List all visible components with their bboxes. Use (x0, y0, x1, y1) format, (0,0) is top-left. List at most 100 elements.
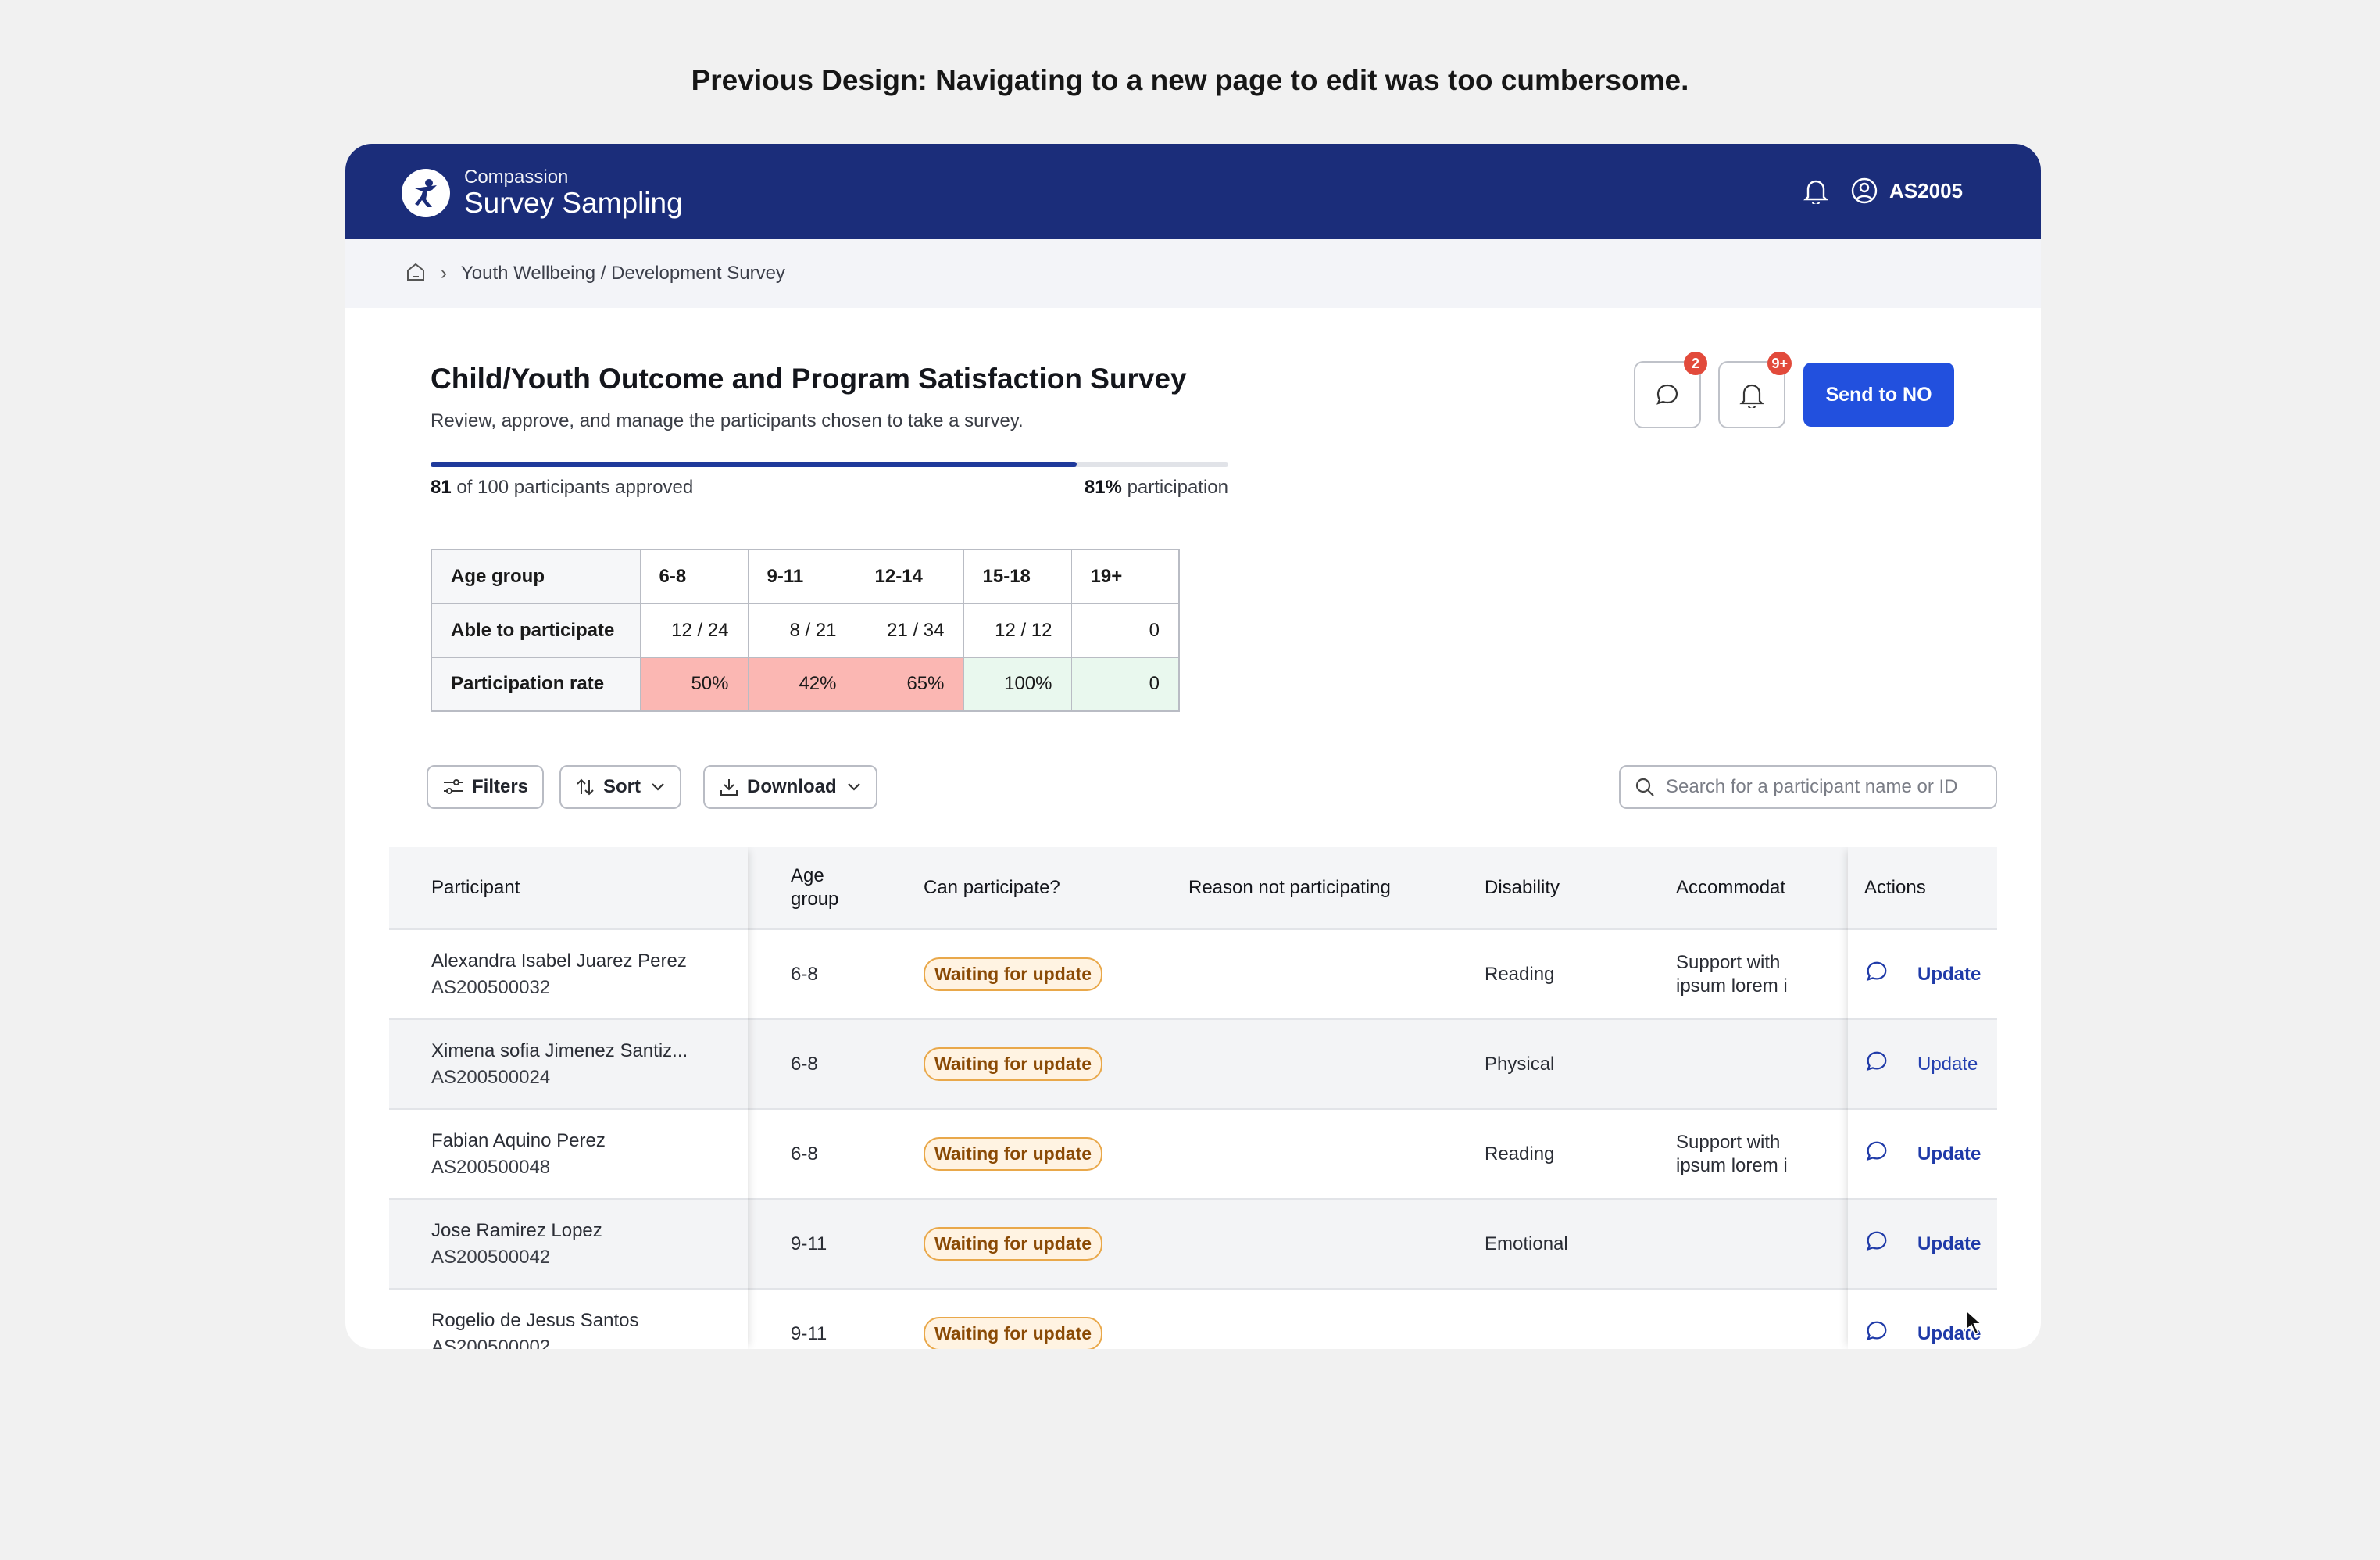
update-button[interactable]: Update (1917, 1053, 1978, 1075)
participant-id: AS200500042 (431, 1246, 551, 1268)
participant-cell[interactable]: Alexandra Isabel Juarez Perez AS200500032 (431, 930, 744, 1018)
search-input[interactable]: Search for a participant name or ID (1619, 765, 1997, 809)
table-row[interactable]: Ximena sofia Jimenez Santiz... AS20050002… (389, 1020, 1997, 1110)
download-button[interactable]: Download (703, 765, 877, 809)
brand[interactable]: Compassion Survey Sampling (402, 167, 683, 219)
chat-icon[interactable] (1864, 1139, 1889, 1169)
slide-caption: Previous Design: Navigating to a new pag… (691, 64, 1689, 96)
chat-icon[interactable] (1864, 1049, 1889, 1079)
filters-button[interactable]: Filters (427, 765, 545, 809)
home-icon[interactable] (405, 261, 427, 287)
user-icon[interactable] (1849, 175, 1880, 206)
chat-icon[interactable] (1864, 1229, 1889, 1259)
can-participate-cell: Waiting for update (924, 930, 1103, 1018)
chevron-down-icon (847, 783, 860, 791)
sort-button[interactable]: Sort (559, 765, 681, 809)
participant-name: Alexandra Isabel Juarez Perez (431, 950, 687, 971)
search-icon (1635, 778, 1654, 796)
approval-progress-bar (431, 462, 1228, 467)
chevron-down-icon (652, 783, 664, 791)
download-icon (720, 779, 738, 796)
participant-id: AS200500024 (431, 1066, 551, 1088)
can-participate-cell: Waiting for update (924, 1020, 1103, 1108)
participant-name: Ximena sofia Jimenez Santiz... (431, 1039, 688, 1061)
participant-cell[interactable]: Jose Ramirez Lopez AS200500042 (431, 1200, 744, 1288)
update-button[interactable]: Update (1917, 1143, 1982, 1165)
accommodation-cell: Support with ipsum lorem i (1676, 951, 1788, 996)
breadcrumb-current[interactable]: Youth Wellbeing / Development Survey (461, 263, 785, 284)
breadcrumb: › Youth Wellbeing / Development Survey (345, 239, 2041, 308)
actions-cell: Update (1864, 1020, 1978, 1108)
cursor-icon (1964, 1308, 1985, 1340)
participant-cell[interactable]: Rogelio de Jesus Santos AS200500002 (431, 1290, 744, 1350)
disability-cell: Reading (1485, 963, 1555, 985)
update-button[interactable]: Update (1917, 1233, 1982, 1254)
col-age-group[interactable]: Age group (791, 865, 839, 910)
download-label: Download (747, 776, 837, 797)
bell-icon (1739, 384, 1764, 408)
col-participant[interactable]: Participant (431, 877, 520, 898)
participant-cell[interactable]: Ximena sofia Jimenez Santiz... AS20050002… (431, 1020, 744, 1108)
participant-id: AS200500048 (431, 1156, 551, 1178)
page-subtitle: Review, approve, and manage the particip… (431, 410, 1024, 431)
breadcrumb-separator: › (441, 263, 447, 284)
participant-name: Jose Ramirez Lopez (431, 1219, 602, 1241)
summary-row-header: Age group (431, 549, 641, 604)
brand-product: Survey Sampling (464, 187, 683, 219)
col-accommodation[interactable]: Accommodat (1676, 877, 1786, 898)
disability-cell: Reading (1485, 1143, 1555, 1165)
summary-cell: 65% (855, 657, 964, 712)
summary-col-header: 19+ (1070, 549, 1180, 604)
search-placeholder: Search for a participant name or ID (1666, 776, 1958, 797)
participant-id: AS200500032 (431, 976, 551, 998)
age-group-summary-table: Age group 6-8 9-11 12-14 15-18 19+ Able … (431, 549, 1180, 712)
summary-col-header: 15-18 (963, 549, 1072, 604)
summary-cell: 0 (1070, 603, 1180, 658)
summary-col-header: 9-11 (747, 549, 856, 604)
status-badge: Waiting for update (924, 1137, 1103, 1171)
table-row[interactable]: Fabian Aquino Perez AS200500048 6-8 Waiting… (389, 1110, 1997, 1200)
bell-icon[interactable] (1800, 175, 1831, 206)
summary-header-row: Age group 6-8 9-11 12-14 15-18 19+ (431, 549, 1180, 604)
user-id[interactable]: AS2005 (1889, 178, 1963, 202)
col-actions: Actions (1864, 877, 1926, 898)
logo-icon (402, 169, 450, 217)
col-reason[interactable]: Reason not participating (1188, 877, 1391, 898)
accommodation-cell (1676, 1290, 1793, 1349)
summary-cell: 42% (747, 657, 856, 712)
actions-cell: Update (1864, 1200, 1981, 1288)
table-header-row: Participant Age group Can participate? R… (389, 847, 1997, 930)
send-to-no-button[interactable]: Send to NO (1803, 363, 1954, 427)
brand-org: Compassion (464, 166, 569, 188)
can-participate-cell: Waiting for update (924, 1200, 1103, 1288)
app-header: Compassion Survey Sampling AS2005 (345, 144, 2041, 239)
table-row[interactable]: Rogelio de Jesus Santos AS200500002 9-11 Wa… (389, 1290, 1997, 1349)
table-row[interactable]: Alexandra Isabel Juarez Perez AS200500032… (389, 930, 1997, 1020)
col-can-participate[interactable]: Can participate? (924, 877, 1060, 898)
table-row[interactable]: Jose Ramirez Lopez AS200500042 9-11 Waiting… (389, 1200, 1997, 1290)
can-participate-cell: Waiting for update (924, 1290, 1103, 1349)
col-disability[interactable]: Disability (1485, 877, 1560, 898)
update-button[interactable]: Update (1917, 963, 1982, 985)
age-cell: 6-8 (791, 1053, 818, 1075)
status-badge: Waiting for update (924, 957, 1103, 991)
summary-cell: 8 / 21 (747, 603, 856, 658)
comments-button[interactable]: 2 (1634, 352, 1707, 428)
filters-icon (444, 779, 463, 794)
disability-cell: Physical (1485, 1053, 1555, 1075)
app-window: Compassion Survey Sampling AS2005 (345, 144, 2041, 1349)
summary-cell: 100% (963, 657, 1072, 712)
status-badge: Waiting for update (924, 1317, 1103, 1349)
summary-cell: 0 (1070, 657, 1180, 712)
participant-name: Rogelio de Jesus Santos (431, 1309, 639, 1331)
age-cell: 9-11 (791, 1322, 827, 1344)
actions-cell: Update (1864, 1290, 1981, 1349)
approved-count: 81 of 100 participants approved (431, 477, 694, 498)
chat-icon[interactable] (1864, 959, 1889, 989)
summary-cell: 12 / 12 (963, 603, 1072, 658)
participants-table: Participant Age group Can participate? R… (389, 847, 1997, 1349)
chat-icon[interactable] (1864, 1318, 1889, 1349)
participant-cell[interactable]: Fabian Aquino Perez AS200500048 (431, 1110, 744, 1198)
notifications-button[interactable]: 9+ (1718, 352, 1792, 428)
page-title: Child/Youth Outcome and Program Satisfac… (431, 363, 1187, 395)
